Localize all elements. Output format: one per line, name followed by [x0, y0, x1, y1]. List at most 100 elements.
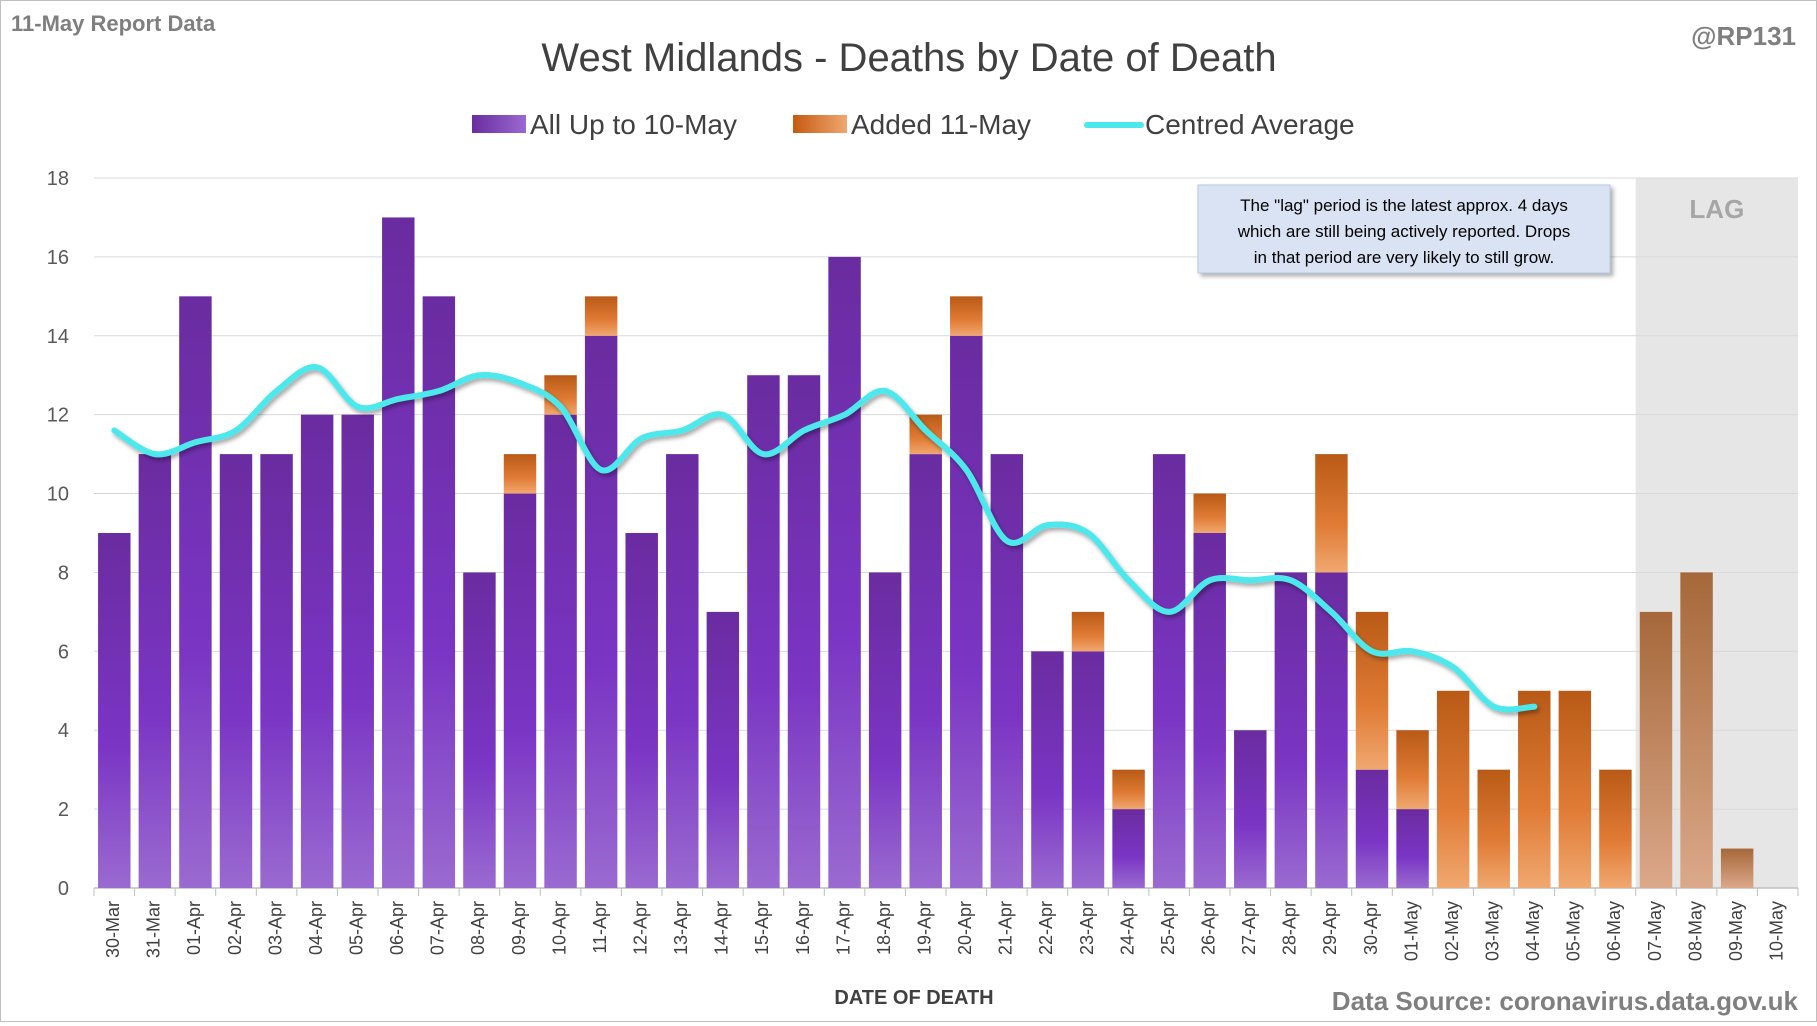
y-tick-label: 14 — [47, 326, 69, 348]
legend: All Up to 10-May Added 11-May Centred Av… — [472, 109, 1355, 140]
bar-added-24-Apr — [1112, 769, 1145, 810]
bar-added-09-Apr — [503, 454, 537, 494]
lag-annotation-line: in that period are very likely to still … — [1254, 248, 1554, 267]
legend-item-base: All Up to 10-May — [472, 109, 737, 140]
y-tick-label: 10 — [47, 484, 69, 506]
x-tick-label: 09-Apr — [509, 901, 529, 955]
x-tick-label: 05-May — [1564, 901, 1584, 961]
x-tick-label: 21-Apr — [996, 901, 1016, 955]
data-source-label: Data Source: coronavirus.data.gov.uk — [1332, 986, 1799, 1016]
average-line — [111, 364, 1538, 713]
legend-item-average: Centred Average — [1084, 109, 1355, 140]
legend-swatch-base — [472, 115, 526, 133]
x-tick-label: 08-Apr — [468, 901, 488, 955]
x-tick-label: 31-Mar — [144, 901, 164, 958]
x-tick-label: 05-Apr — [346, 901, 366, 955]
bar-base-24-Apr — [1112, 809, 1145, 888]
plot-area: LAG 0 2 4 6 8 10 12 14 16 18 30-Mar 31-Mar 01-Apr 02-A… — [47, 168, 1799, 961]
lag-annotation-box — [1197, 184, 1611, 274]
x-tick-label: 28-Apr — [1280, 901, 1300, 955]
x-tick-label: 30-Mar — [103, 901, 123, 958]
legend-label-average: Centred Average — [1145, 109, 1355, 140]
x-tick-label: 09-May — [1726, 901, 1746, 961]
report-label: 11-May Report Data — [11, 11, 216, 36]
x-tick-label: 25-Apr — [1158, 901, 1178, 955]
x-tick-label: 13-Apr — [671, 901, 691, 955]
x-tick-label: 17-Apr — [833, 901, 853, 955]
bar-base-27-Apr — [1234, 730, 1267, 888]
bar-base-17-Apr — [828, 256, 861, 888]
bar-base-04-Apr — [300, 414, 334, 888]
legend-swatch-added — [793, 115, 847, 133]
bar-added-23-Apr — [1071, 611, 1105, 652]
bar-base-11-Apr — [584, 335, 618, 888]
bar-added-01-May — [1396, 730, 1429, 810]
bar-base-19-Apr — [909, 454, 942, 888]
bar-base-09-Apr — [503, 493, 537, 888]
bar-base-02-Apr — [219, 454, 253, 888]
y-tick-label: 4 — [58, 720, 69, 742]
x-tick-label: 06-Apr — [387, 901, 407, 955]
x-tick-label: 11-Apr — [590, 901, 610, 954]
x-tick-label: 02-May — [1442, 901, 1462, 961]
x-tick-label: 04-May — [1523, 901, 1543, 961]
legend-label-base: All Up to 10-May — [530, 109, 737, 140]
bar-base-20-Apr — [950, 335, 983, 888]
legend-label-added: Added 11-May — [851, 109, 1031, 140]
bar-base-01-Apr — [179, 296, 212, 888]
y-tick-label: 18 — [47, 168, 69, 190]
bar-added-11-Apr — [584, 296, 618, 336]
x-tick-label: 29-Apr — [1320, 901, 1340, 955]
x-tick-label: 12-Apr — [630, 901, 650, 955]
x-tick-label: 04-Apr — [306, 901, 326, 955]
bar-base-03-Apr — [260, 454, 293, 888]
x-tick-label: 16-Apr — [793, 901, 813, 955]
bar-base-13-Apr — [666, 454, 699, 888]
bar-base-23-Apr — [1071, 651, 1105, 888]
x-tick-label: 23-Apr — [1077, 901, 1097, 955]
bar-base-22-Apr — [1031, 651, 1064, 888]
x-tick-label: 01-Apr — [184, 901, 204, 955]
bar-added-07-May — [1639, 611, 1673, 888]
bar-base-05-Apr — [341, 414, 374, 888]
x-tick-label: 07-May — [1645, 901, 1665, 961]
bar-added-09-May — [1720, 848, 1754, 888]
x-tick-label: 27-Apr — [1239, 901, 1259, 955]
y-tick-label: 12 — [47, 405, 69, 427]
x-tick-label: 14-Apr — [712, 901, 732, 955]
bar-base-30-Mar — [98, 533, 131, 888]
x-tick-label: 22-Apr — [1036, 901, 1056, 955]
y-tick-label: 16 — [47, 247, 69, 269]
bar-base-28-Apr — [1274, 572, 1308, 888]
bar-base-21-Apr — [990, 454, 1024, 888]
x-tick-label: 19-Apr — [914, 901, 934, 955]
bar-base-01-May — [1396, 809, 1429, 888]
bar-added-05-May — [1558, 690, 1592, 888]
bar-added-03-May — [1477, 769, 1510, 888]
x-tick-label: 06-May — [1604, 901, 1624, 961]
lag-region-label: LAG — [1689, 194, 1744, 224]
x-tick-label: 26-Apr — [1198, 901, 1218, 955]
bar-base-30-Apr — [1355, 769, 1389, 888]
bar-base-08-Apr — [463, 572, 496, 888]
y-tick-label: 8 — [58, 562, 69, 584]
x-tick-label: 30-Apr — [1361, 901, 1381, 955]
x-tick-label: 03-Apr — [265, 901, 285, 955]
bar-base-06-Apr — [382, 217, 415, 888]
y-tick-label: 2 — [58, 799, 69, 821]
bar-base-25-Apr — [1152, 454, 1186, 888]
bar-base-14-Apr — [706, 611, 740, 888]
x-tick-label: 10-Apr — [549, 901, 569, 955]
x-tick-label: 15-Apr — [752, 901, 772, 955]
bar-base-12-Apr — [625, 533, 658, 888]
bar-base-18-Apr — [868, 572, 902, 888]
y-tick-label: 6 — [58, 641, 69, 663]
handle-label: @RP131 — [1691, 21, 1796, 51]
x-tick-label: 10-May — [1766, 901, 1786, 961]
x-tick-label: 24-Apr — [1117, 901, 1137, 955]
y-tick-label: 0 — [58, 878, 69, 900]
bar-added-26-Apr — [1193, 493, 1226, 533]
x-tick-label: 03-May — [1482, 901, 1502, 961]
